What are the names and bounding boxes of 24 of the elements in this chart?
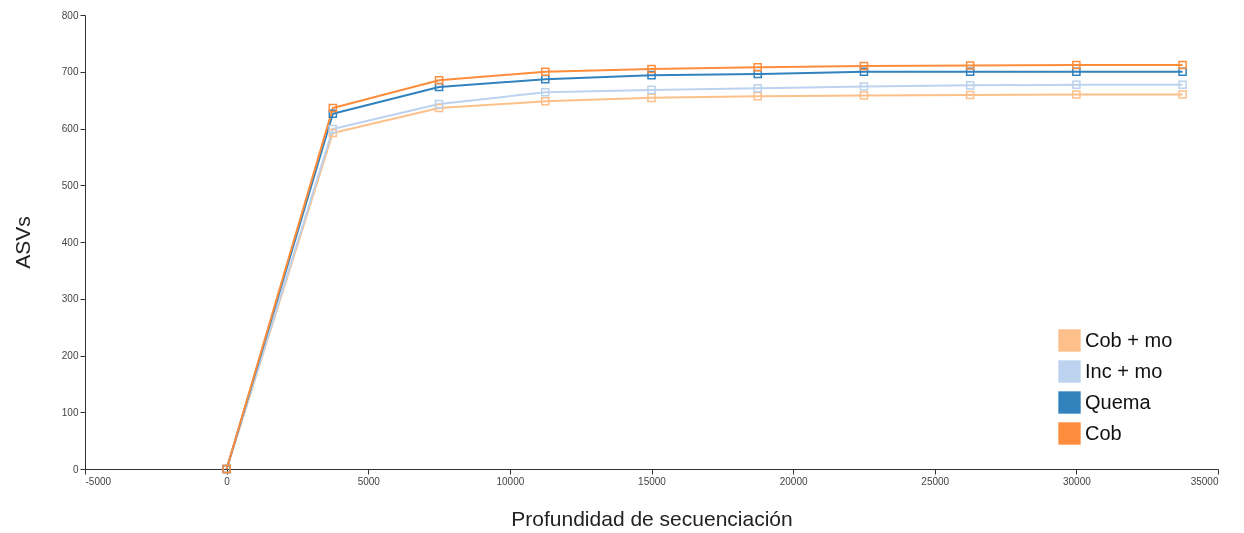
y-tick-label: 200	[61, 350, 79, 361]
legend-label: Cob + mo	[1085, 328, 1173, 351]
x-tick-label: 10000	[496, 475, 525, 487]
y-tick-label: 800	[61, 9, 79, 21]
x-tick-label: 35000	[1190, 475, 1219, 487]
y-tick-label: 700	[61, 66, 79, 78]
x-tick-label: 30000	[1062, 475, 1092, 487]
x-tick-label: 15000	[638, 475, 667, 487]
x-tick-label: 0	[224, 475, 231, 487]
x-tick-label: 25000	[921, 475, 950, 487]
y-tick-label: 100	[61, 406, 79, 418]
legend-label: Inc + mo	[1085, 359, 1163, 382]
x-tick-label: 5000	[357, 475, 381, 487]
x-tick-label: 20000	[779, 475, 808, 487]
y-tick-label: 300	[61, 293, 79, 305]
y-tick-label: 600	[61, 123, 79, 134]
y-tick-label: 500	[61, 179, 79, 191]
y-tick-label: 0	[72, 463, 79, 475]
y-tick-label: 400	[61, 236, 79, 248]
legend-label: Cob	[1085, 421, 1122, 444]
x-tick-label: -5000	[85, 475, 112, 487]
x-axis-title: Profundidad de secuenciación	[511, 506, 793, 530]
y-axis-title: ASVs	[10, 216, 34, 269]
legend-label: Quema	[1085, 390, 1152, 413]
